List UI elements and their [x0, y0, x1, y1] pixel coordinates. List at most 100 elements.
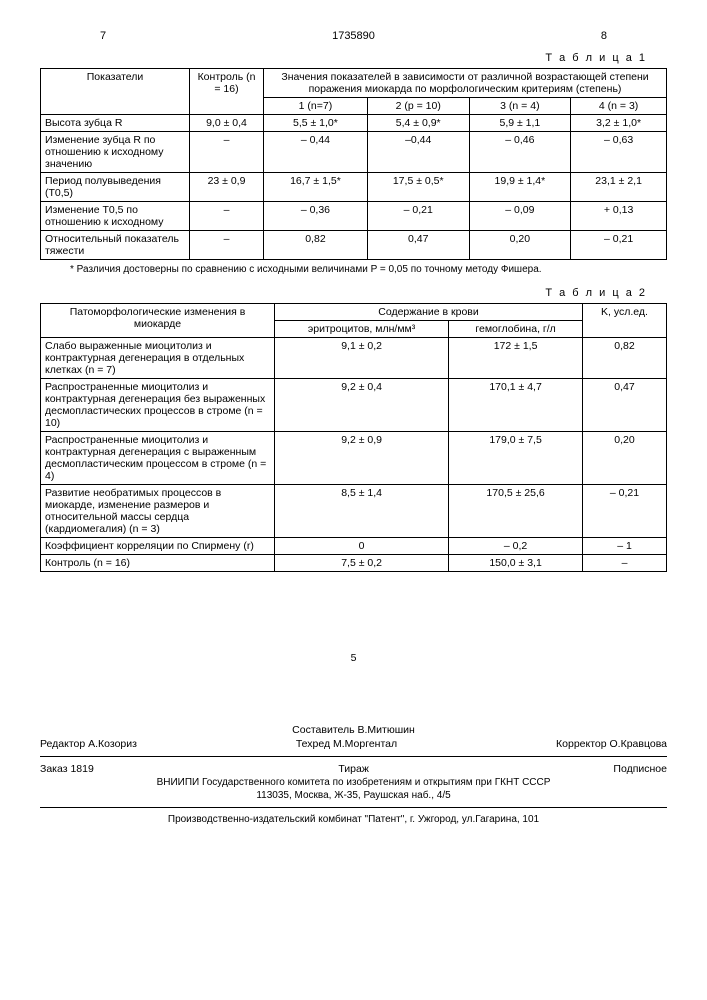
- row-value: 5,9 ± 1,1: [469, 115, 571, 132]
- corrector: Корректор О.Кравцова: [556, 738, 667, 750]
- table-2: Патоморфологические изменения в миокарде…: [40, 303, 667, 572]
- t1-col-indicator: Показатели: [41, 69, 190, 115]
- row-value: – 0,36: [264, 202, 368, 231]
- row-desc: Слабо выраженные миоцитолиз и контрактур…: [41, 338, 275, 379]
- table1-label: Т а б л и ц а 1: [40, 52, 647, 64]
- row-value: 5,5 ± 1,0*: [264, 115, 368, 132]
- row-name: Относительный показатель тяжести: [41, 231, 190, 260]
- row-value: 0,47: [583, 379, 667, 432]
- row-control: –: [190, 202, 264, 231]
- table-row: Период полувыведения (T0,5)23 ± 0,916,7 …: [41, 173, 667, 202]
- table-row: Слабо выраженные миоцитолиз и контрактур…: [41, 338, 667, 379]
- page-five: 5: [40, 652, 667, 664]
- row-value: 7,5 ± 0,2: [275, 555, 449, 572]
- table-1: Показатели Контроль (n = 16) Значения по…: [40, 68, 667, 260]
- row-value: 16,7 ± 1,5*: [264, 173, 368, 202]
- row-value: + 0,13: [571, 202, 667, 231]
- row-value: – 0,21: [583, 485, 667, 538]
- editor: Редактор А.Козориз: [40, 738, 137, 750]
- row-value: –: [583, 555, 667, 572]
- row-value: 0,82: [264, 231, 368, 260]
- row-value: 3,2 ± 1,0*: [571, 115, 667, 132]
- footer-section: 5 Составитель В.Митюшин Редактор А.Козор…: [40, 652, 667, 825]
- row-value: – 0,44: [264, 132, 368, 173]
- t1-col-group: Значения показателей в зависимости от ра…: [264, 69, 667, 98]
- table-row: Относительный показатель тяжести–0,820,4…: [41, 231, 667, 260]
- row-value: – 0,63: [571, 132, 667, 173]
- row-value: 172 ± 1,5: [449, 338, 583, 379]
- page-header: 7 1735890 8: [40, 30, 667, 42]
- row-value: – 0,2: [449, 538, 583, 555]
- row-value: 17,5 ± 0,5*: [367, 173, 469, 202]
- doc-number: 1735890: [332, 30, 375, 42]
- row-value: – 0,09: [469, 202, 571, 231]
- divider: [40, 756, 667, 757]
- row-value: 0,20: [583, 432, 667, 485]
- row-value: 179,0 ± 7,5: [449, 432, 583, 485]
- row-desc: Коэффициент корреляции по Спирмену (r): [41, 538, 275, 555]
- row-value: 8,5 ± 1,4: [275, 485, 449, 538]
- table-row: Распространенные миоцитолиз и контрактур…: [41, 379, 667, 432]
- row-control: –: [190, 231, 264, 260]
- row-value: – 0,21: [367, 202, 469, 231]
- t2-col-blood: Содержание в крови: [275, 304, 583, 321]
- row-name: Изменение T0,5 по отношению к исходному: [41, 202, 190, 231]
- row-desc: Распространенные миоцитолиз и контрактур…: [41, 432, 275, 485]
- table1-footnote: * Различия достоверны по сравнению с исх…: [70, 264, 667, 275]
- table-row: Высота зубца R9,0 ± 0,45,5 ± 1,0*5,4 ± 0…: [41, 115, 667, 132]
- row-name: Изменение зубца R по отношению к исходно…: [41, 132, 190, 173]
- t1-col-control: Контроль (n = 16): [190, 69, 264, 115]
- table-row: Коэффициент корреляции по Спирмену (r)0–…: [41, 538, 667, 555]
- row-value: 19,9 ± 1,4*: [469, 173, 571, 202]
- t2-col-eryth: эритроцитов, млн/мм³: [275, 321, 449, 338]
- row-value: – 0,46: [469, 132, 571, 173]
- table-row: Изменение зубца R по отношению к исходно…: [41, 132, 667, 173]
- row-value: 0,82: [583, 338, 667, 379]
- t1-col-4: 4 (n = 3): [571, 98, 667, 115]
- techred: Техред М.Моргентал: [296, 738, 397, 750]
- row-desc: Распространенные миоцитолиз и контрактур…: [41, 379, 275, 432]
- org: ВНИИПИ Государственного комитета по изоб…: [40, 777, 667, 788]
- table2-label: Т а б л и ц а 2: [40, 287, 647, 299]
- t2-col-k: K, усл.ед.: [583, 304, 667, 338]
- row-value: 150,0 ± 3,1: [449, 555, 583, 572]
- addr1: 113035, Москва, Ж-35, Раушская наб., 4/5: [40, 790, 667, 801]
- compiler: Составитель В.Митюшин: [292, 724, 415, 736]
- row-value: 9,1 ± 0,2: [275, 338, 449, 379]
- row-value: – 0,21: [571, 231, 667, 260]
- row-value: 9,2 ± 0,4: [275, 379, 449, 432]
- row-value: 5,4 ± 0,9*: [367, 115, 469, 132]
- row-value: 0,20: [469, 231, 571, 260]
- t2-col-desc: Патоморфологические изменения в миокарде: [41, 304, 275, 338]
- row-name: Высота зубца R: [41, 115, 190, 132]
- row-value: 0,47: [367, 231, 469, 260]
- row-value: 170,5 ± 25,6: [449, 485, 583, 538]
- row-control: 23 ± 0,9: [190, 173, 264, 202]
- row-value: 9,2 ± 0,9: [275, 432, 449, 485]
- divider-2: [40, 807, 667, 808]
- row-value: 0: [275, 538, 449, 555]
- addr2: Производственно-издательский комбинат "П…: [40, 814, 667, 825]
- row-control: –: [190, 132, 264, 173]
- tirazh: Тираж: [338, 763, 369, 775]
- row-value: 23,1 ± 2,1: [571, 173, 667, 202]
- row-value: 170,1 ± 4,7: [449, 379, 583, 432]
- page-left: 7: [100, 30, 106, 42]
- row-name: Период полувыведения (T0,5): [41, 173, 190, 202]
- table-row: Развитие необратимых процессов в миокард…: [41, 485, 667, 538]
- row-value: –0,44: [367, 132, 469, 173]
- row-desc: Контроль (n = 16): [41, 555, 275, 572]
- t1-col-2: 2 (p = 10): [367, 98, 469, 115]
- row-value: – 1: [583, 538, 667, 555]
- t1-col-1: 1 (n=7): [264, 98, 368, 115]
- page-right: 8: [601, 30, 607, 42]
- row-control: 9,0 ± 0,4: [190, 115, 264, 132]
- table-row: Контроль (n = 16)7,5 ± 0,2150,0 ± 3,1–: [41, 555, 667, 572]
- t1-col-3: 3 (n = 4): [469, 98, 571, 115]
- table-row: Распространенные миоцитолиз и контрактур…: [41, 432, 667, 485]
- t2-col-hemo: гемоглобина, г/л: [449, 321, 583, 338]
- row-desc: Развитие необратимых процессов в миокард…: [41, 485, 275, 538]
- subscription: Подписное: [613, 763, 667, 775]
- order: Заказ 1819: [40, 763, 94, 775]
- table-row: Изменение T0,5 по отношению к исходному–…: [41, 202, 667, 231]
